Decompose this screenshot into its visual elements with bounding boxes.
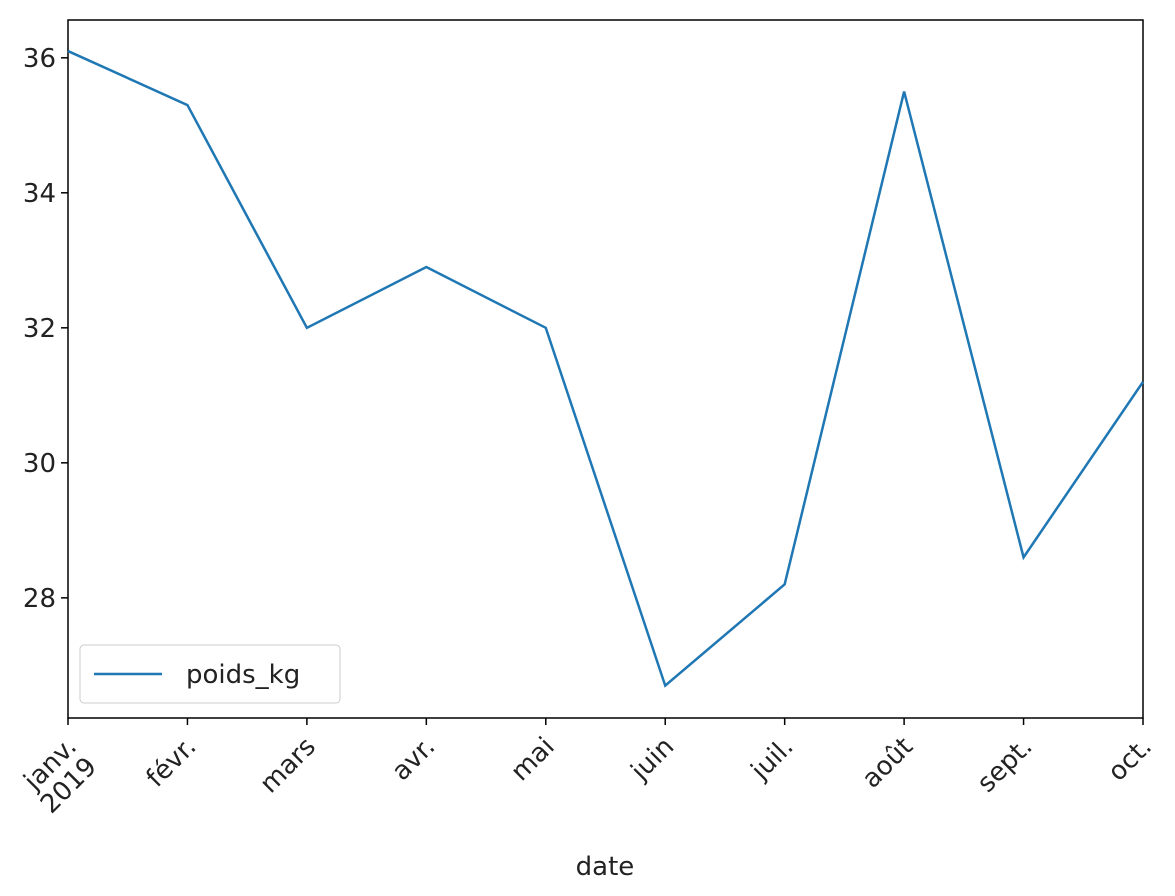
x-tick-label: mai: [505, 732, 560, 787]
y-tick-label: 30: [23, 449, 56, 479]
x-tick-label: avr.: [386, 732, 441, 787]
y-tick-label: 28: [23, 584, 56, 614]
x-tick-label: juil.: [745, 732, 800, 787]
x-tick-label: mars: [254, 732, 322, 800]
x-tick-label: sept.: [972, 732, 1039, 799]
x-tick-label: juin: [625, 732, 680, 787]
x-axis-label: date: [576, 852, 635, 882]
legend: poids_kg: [79, 644, 341, 704]
x-tick-label: août: [856, 732, 919, 795]
y-tick-label: 32: [23, 314, 56, 344]
x-tick-label: févr.: [141, 732, 203, 794]
y-tick-label: 34: [23, 179, 56, 209]
plot-frame: [67, 19, 1144, 719]
x-tick-label: oct.: [1102, 732, 1158, 788]
y-tick-label: 36: [23, 44, 56, 74]
legend-box: [79, 644, 341, 704]
line-series: [67, 49, 1145, 688]
legend-label: poids_kg: [186, 660, 300, 690]
